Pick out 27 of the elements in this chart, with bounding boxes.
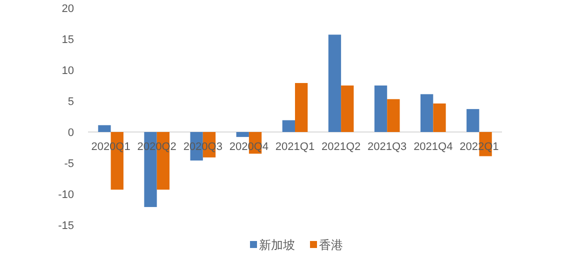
y-tick-label: 15 — [62, 34, 74, 46]
bar — [341, 86, 354, 132]
x-tick-label: 2021Q3 — [368, 141, 407, 153]
legend-label: 新加坡 — [259, 238, 295, 252]
bar — [466, 109, 480, 132]
bar — [387, 99, 400, 132]
y-tick-label: -10 — [58, 189, 74, 201]
bar — [282, 120, 295, 132]
bar — [328, 34, 342, 132]
x-tick-label: 2021Q4 — [414, 141, 453, 153]
y-tick-label: -5 — [64, 158, 74, 170]
legend-label: 香港 — [319, 238, 343, 252]
x-tick-label: 2021Q1 — [275, 141, 315, 153]
x-tick-label: 2020Q3 — [183, 141, 222, 153]
y-tick-label: 10 — [62, 65, 74, 77]
x-tick-label: 2020Q2 — [137, 141, 176, 153]
bar — [98, 125, 111, 132]
y-tick-label: 20 — [62, 3, 74, 15]
y-tick-label: -15 — [58, 220, 74, 232]
y-tick-label: 5 — [68, 96, 74, 108]
bar — [236, 132, 249, 137]
y-tick-label: 0 — [68, 127, 74, 139]
bar — [433, 103, 446, 132]
x-tick-label: 2021Q2 — [321, 141, 361, 153]
bar — [295, 83, 308, 132]
bar — [420, 94, 434, 132]
bar — [374, 86, 388, 132]
